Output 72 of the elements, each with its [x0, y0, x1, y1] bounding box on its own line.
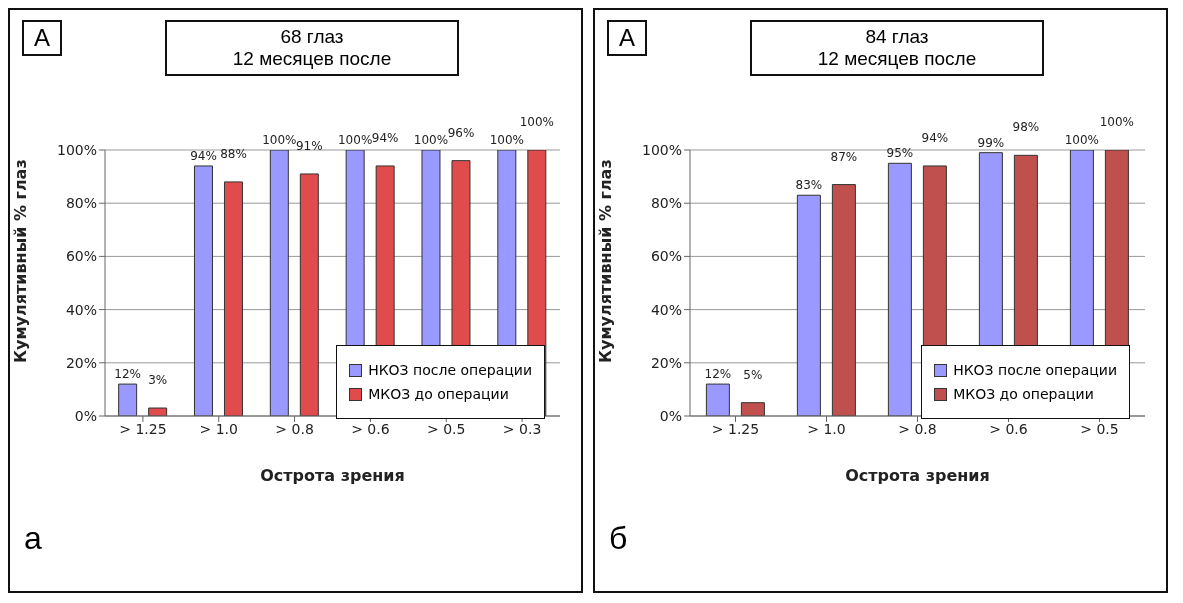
data-label: 100% [1064, 133, 1100, 147]
chart-title: 68 глаз [279, 26, 345, 48]
data-label: 99% [977, 135, 1005, 150]
x-tick-label: > 0.8 [898, 420, 937, 437]
legend-label: МКОЗ до операции [367, 386, 510, 402]
bar [148, 407, 168, 416]
y-axis-title: Кумулятивный % глаз [595, 159, 615, 363]
bar [223, 181, 243, 416]
y-tick-label: 80% [65, 195, 97, 212]
bar [118, 383, 138, 416]
data-label: 83% [795, 178, 823, 193]
data-label: 100% [337, 133, 373, 147]
x-tick-label: > 0.5 [1080, 420, 1119, 437]
data-label: 12% [704, 367, 732, 382]
data-label: 12% [114, 367, 141, 382]
legend-label: НКОЗ после операции [367, 362, 532, 378]
x-tick-label: > 0.8 [275, 420, 314, 437]
data-label: 3% [148, 373, 168, 388]
y-tick-label: 0% [659, 407, 682, 424]
y-axis-title: Кумулятивный % глаз [10, 159, 30, 363]
data-label: 100% [489, 133, 524, 147]
legend-label: НКОЗ после операции [952, 362, 1117, 378]
x-tick-label: > 1.0 [199, 420, 238, 437]
x-tick-label: > 1.25 [711, 420, 760, 437]
y-tick-label: 100% [641, 141, 682, 158]
y-tick-label: 60% [650, 248, 682, 265]
data-label: 98% [1012, 120, 1040, 135]
data-label: 95% [886, 146, 914, 161]
text: A [607, 20, 648, 56]
bar [796, 194, 821, 416]
bar [740, 402, 765, 416]
y-tick-label: 40% [65, 301, 97, 318]
y-tick-label: 80% [650, 195, 682, 212]
data-label: 100% [1099, 115, 1135, 129]
data-label: 5% [743, 367, 763, 382]
chart-subtitle: 12 месяцев после [816, 48, 978, 70]
bar [269, 150, 289, 416]
text: A [22, 20, 63, 56]
bar [299, 173, 319, 416]
x-axis-title: Острота зрения [845, 466, 990, 485]
data-label: 100% [519, 115, 554, 129]
data-label: 94% [921, 130, 949, 145]
x-tick-label: > 1.0 [807, 420, 846, 437]
chart-subtitle: 12 месяцев после [231, 48, 393, 70]
bar [887, 162, 912, 416]
text: б [609, 520, 628, 557]
y-tick-label: 20% [65, 354, 97, 371]
data-label: 94% [371, 130, 399, 145]
y-tick-label: 0% [74, 407, 97, 424]
bar [193, 165, 213, 416]
y-tick-label: 40% [650, 301, 682, 318]
x-axis-title: Острота зрения [260, 466, 405, 485]
data-label: 91% [295, 138, 323, 153]
x-tick-label: > 0.3 [502, 420, 542, 437]
data-label: 100% [262, 133, 297, 147]
y-tick-label: 100% [56, 141, 97, 158]
legend-label: МКОЗ до операции [952, 386, 1095, 402]
text: а [24, 520, 42, 557]
x-tick-label: > 0.6 [351, 420, 390, 437]
data-label: 100% [413, 133, 449, 147]
chart-title: 84 глаз [864, 26, 930, 48]
data-label: 96% [447, 125, 475, 140]
data-label: 88% [220, 146, 247, 161]
data-label: 87% [830, 149, 858, 164]
bar [831, 184, 856, 416]
x-tick-label: > 0.6 [989, 420, 1028, 437]
x-tick-label: > 1.25 [119, 420, 167, 437]
data-label: 94% [190, 148, 217, 163]
x-tick-label: > 0.5 [427, 420, 466, 437]
bar [705, 383, 730, 416]
y-tick-label: 60% [65, 248, 97, 265]
y-tick-label: 20% [650, 354, 682, 371]
